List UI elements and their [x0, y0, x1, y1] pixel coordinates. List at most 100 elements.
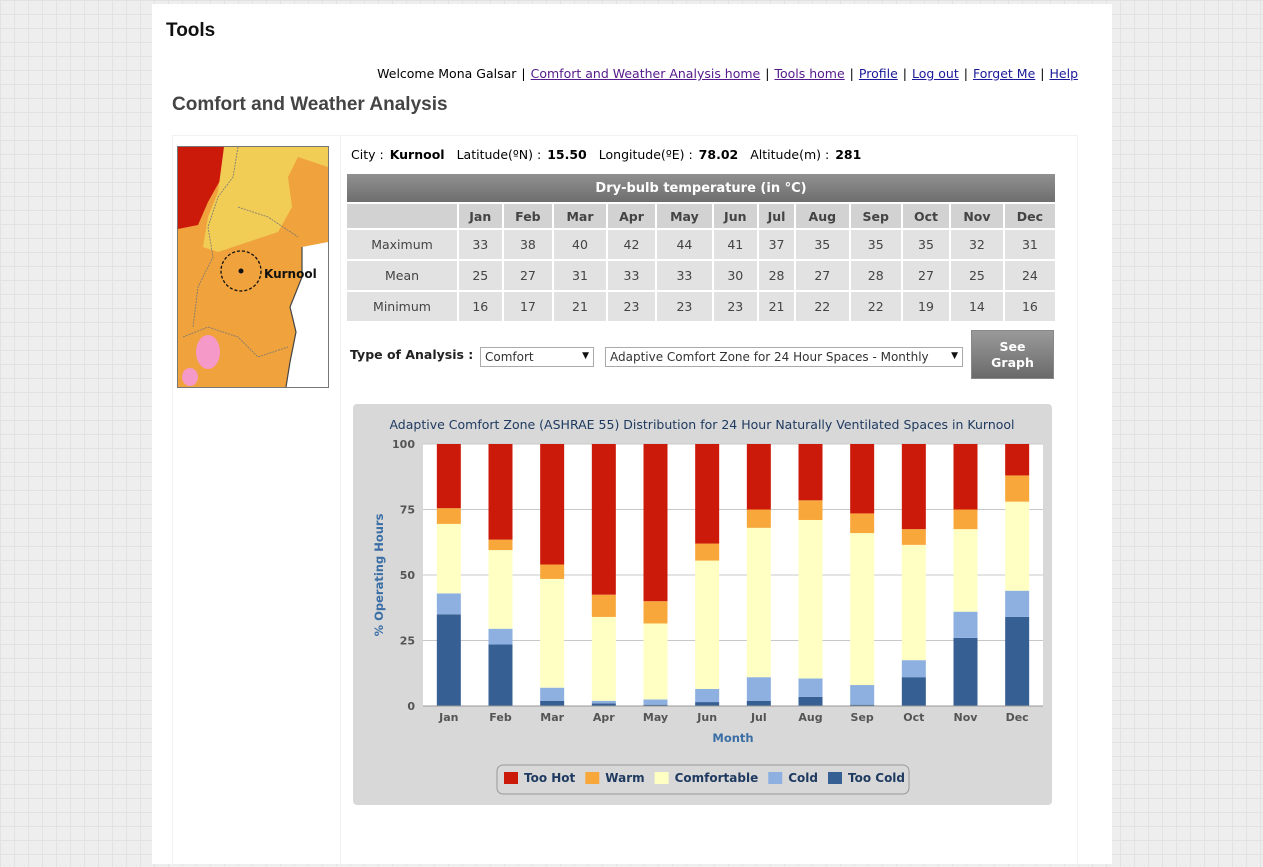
table-cell: 27	[902, 261, 950, 290]
bar-segment	[953, 529, 978, 612]
table-cell: 35	[902, 230, 950, 259]
month-header: Sep	[850, 204, 901, 228]
x-tick-label: Jan	[438, 711, 458, 724]
legend-swatch	[585, 772, 600, 784]
legend-label: Warm	[605, 771, 644, 785]
bar-segment	[591, 703, 616, 706]
analysis-type-select[interactable]: Comfort ▼	[480, 347, 594, 367]
latitude-value: 15.50	[547, 147, 587, 162]
y-tick-label: 50	[400, 569, 416, 582]
bar-segment	[901, 677, 926, 706]
table-row-mean: Mean 25 27 31 33 33 30 28 27 28 27 25 24	[347, 261, 1055, 290]
bar-segment	[850, 685, 875, 705]
welcome-text: Welcome Mona Galsar	[377, 66, 517, 81]
top-nav: Welcome Mona Galsar | Comfort and Weather …	[377, 66, 1078, 81]
table-cell: 24	[1004, 261, 1055, 290]
table-cell: 27	[503, 261, 553, 290]
x-tick-label: Apr	[593, 711, 615, 724]
row-label: Maximum	[347, 230, 457, 259]
bar-segment	[643, 699, 668, 705]
y-axis-ticks: 0 25 50 75 100	[392, 438, 415, 713]
bar-segment	[850, 444, 875, 514]
month-header: Aug	[796, 204, 849, 228]
bar-segment	[488, 539, 513, 551]
bar-segment	[540, 687, 565, 701]
bar-segment	[798, 678, 823, 697]
bar-segment	[850, 533, 875, 686]
bar-segment	[488, 644, 513, 706]
left-column	[172, 135, 341, 865]
altitude-label: Altitude(m) :	[750, 147, 830, 162]
nav-link-tools-home[interactable]: Tools home	[774, 66, 845, 81]
table-cell: 42	[607, 230, 656, 259]
see-graph-button[interactable]: See Graph	[971, 330, 1054, 379]
nav-link-logout[interactable]: Log out	[911, 66, 959, 81]
month-header: Jun	[713, 204, 757, 228]
nav-link-comfort-home[interactable]: Comfort and Weather Analysis home	[530, 66, 761, 81]
table-row-maximum: Maximum 33 38 40 42 44 41 37 35 35 35 32…	[347, 230, 1055, 259]
table-cell: 44	[657, 230, 712, 259]
table-cell: 23	[607, 292, 656, 321]
city-label: City :	[351, 147, 384, 162]
x-tick-label: Nov	[954, 711, 979, 724]
bar-segment	[1005, 444, 1030, 476]
legend-label: Too Hot	[524, 771, 576, 785]
analysis-type-value: Comfort	[485, 350, 534, 364]
bar-segment	[540, 444, 565, 565]
bar-group	[436, 444, 1030, 706]
bar-segment	[746, 527, 771, 678]
month-header: Feb	[503, 204, 553, 228]
table-cell: 41	[713, 230, 757, 259]
bar-segment	[436, 508, 461, 524]
location-map: Kurnool	[177, 146, 329, 388]
chart-title: Adaptive Comfort Zone (ASHRAE 55) Distri…	[389, 417, 1014, 432]
legend: Too Hot Warm Comfortable Cold Too Cold	[504, 771, 905, 785]
table-cell: 23	[713, 292, 757, 321]
latitude-label: Latitude(ºN) :	[456, 147, 542, 162]
bar-segment	[643, 601, 668, 624]
analysis-mode-value: Adaptive Comfort Zone for 24 Hour Spaces…	[610, 350, 929, 364]
table-cell: 22	[850, 292, 901, 321]
bar-segment	[1005, 475, 1030, 502]
table-cell: 33	[459, 230, 502, 259]
bar-segment	[850, 513, 875, 534]
nav-link-profile[interactable]: Profile	[858, 66, 898, 81]
bar-segment	[953, 509, 978, 530]
site-title: Tools	[166, 20, 216, 41]
bar-segment	[540, 578, 565, 688]
location-map-image	[178, 147, 328, 387]
table-cell: 31	[554, 261, 606, 290]
bar-segment	[695, 543, 720, 561]
legend-swatch	[828, 772, 842, 784]
y-tick-label: 25	[400, 635, 415, 648]
bar-segment	[901, 544, 926, 661]
x-tick-label: May	[643, 711, 668, 724]
legend-label: Comfortable	[675, 771, 759, 785]
bar-segment	[798, 444, 823, 501]
month-header: Nov	[951, 204, 1003, 228]
row-label: Minimum	[347, 292, 457, 321]
bar-segment	[798, 500, 823, 520]
row-label: Mean	[347, 261, 457, 290]
bar-segment	[436, 593, 461, 615]
table-cell: 35	[796, 230, 849, 259]
analysis-type-label: Type of Analysis :	[350, 347, 474, 362]
page-container: Tools Welcome Mona Galsar | Comfort and We…	[152, 4, 1112, 867]
bar-segment	[643, 444, 668, 602]
nav-link-help[interactable]: Help	[1049, 66, 1079, 81]
bar-segment	[695, 444, 720, 544]
bar-segment	[643, 704, 668, 706]
x-tick-label: Sep	[851, 711, 874, 724]
x-tick-label: Mar	[540, 711, 564, 724]
nav-link-forget-me[interactable]: Forget Me	[972, 66, 1036, 81]
bar-segment	[695, 702, 720, 706]
page-title: Comfort and Weather Analysis	[172, 94, 448, 115]
table-cell: 30	[713, 261, 757, 290]
analysis-mode-select[interactable]: Adaptive Comfort Zone for 24 Hour Spaces…	[605, 347, 963, 367]
bar-segment	[953, 611, 978, 638]
table-cell: 40	[554, 230, 606, 259]
dropdown-arrow-icon: ▼	[951, 351, 958, 361]
temperature-table: Dry-bulb temperature (in °C) Jan Feb Mar…	[345, 172, 1057, 323]
bar-segment	[746, 677, 771, 701]
x-tick-label: Jul	[750, 711, 767, 724]
